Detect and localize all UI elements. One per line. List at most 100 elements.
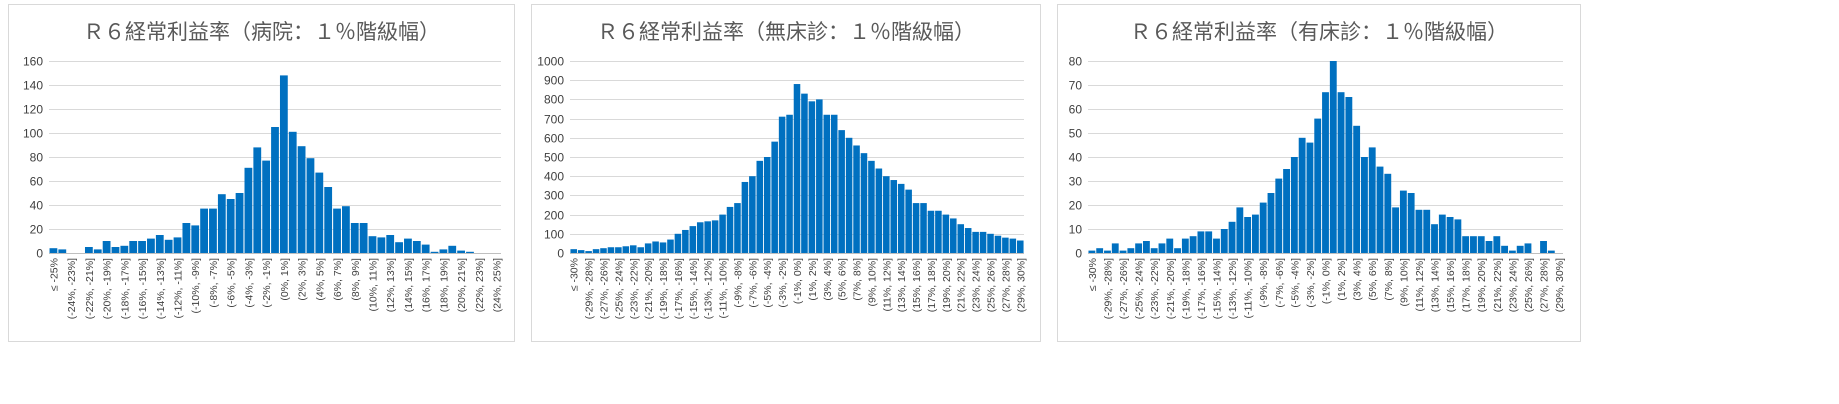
bar bbox=[905, 189, 912, 253]
bar bbox=[1431, 224, 1438, 253]
x-tick-label: (3%, 4%] bbox=[1352, 258, 1364, 301]
bar bbox=[412, 241, 421, 253]
x-tick-label: (-14%, -13%] bbox=[155, 258, 167, 319]
bar bbox=[897, 183, 905, 253]
x-tick-label: (3%, 4%] bbox=[822, 258, 834, 301]
bar bbox=[448, 245, 457, 253]
y-tick-label: 140 bbox=[23, 79, 43, 93]
bar bbox=[778, 116, 786, 254]
x-tick-label: (19%, 20%] bbox=[941, 258, 953, 312]
x-tick-label: (-22%, -21%] bbox=[84, 258, 96, 319]
x-tick-label: (14%, 15%] bbox=[403, 258, 415, 312]
x-tick-label: (-7%, -6%] bbox=[747, 258, 759, 308]
bar bbox=[271, 127, 279, 253]
x-tick-label: (2%, 3%] bbox=[297, 258, 309, 301]
x-tick-label: (10%, 11%] bbox=[367, 258, 379, 312]
x-tick-label: (-21%, -20%] bbox=[643, 258, 655, 319]
bar bbox=[756, 160, 764, 253]
bar bbox=[324, 187, 333, 253]
x-tick-label: (15%, 16%] bbox=[1445, 258, 1457, 312]
bar bbox=[749, 176, 756, 253]
y-tick-label: 50 bbox=[1069, 127, 1083, 141]
y-tick-label: 30 bbox=[1069, 175, 1083, 189]
bar bbox=[395, 242, 403, 253]
bar bbox=[1119, 250, 1127, 253]
bar bbox=[466, 251, 474, 253]
x-tick-label: (7%, 8%] bbox=[852, 258, 864, 301]
bar bbox=[1197, 231, 1205, 253]
bar bbox=[830, 114, 838, 253]
bar bbox=[1251, 214, 1259, 253]
bar bbox=[629, 245, 637, 253]
bar bbox=[262, 160, 271, 253]
bar bbox=[920, 203, 927, 253]
x-tick-label: (-29%, -28%] bbox=[1102, 258, 1114, 319]
y-tick-label: 500 bbox=[544, 151, 564, 165]
x-tick-label: (25%, 26%] bbox=[986, 258, 998, 312]
x-tick-label: (9%, 10%] bbox=[866, 258, 878, 307]
bar bbox=[845, 137, 853, 253]
bar bbox=[1181, 238, 1189, 253]
x-tick-label: (5%, 6%] bbox=[837, 258, 849, 301]
bar bbox=[1283, 169, 1290, 253]
bar bbox=[964, 228, 972, 253]
bar bbox=[386, 235, 395, 253]
bar bbox=[637, 247, 644, 253]
x-tick-label: (-1%, 0%] bbox=[792, 258, 804, 304]
bar bbox=[1236, 207, 1244, 253]
bar bbox=[191, 225, 200, 253]
bar bbox=[786, 114, 793, 253]
bar bbox=[439, 249, 448, 253]
bar bbox=[838, 130, 845, 253]
bar bbox=[1438, 214, 1446, 253]
bar bbox=[120, 245, 129, 253]
x-tick-label: (29%, 30%] bbox=[1554, 258, 1566, 312]
chart-panel-clinic-no-beds: Ｒ６経常利益率（無床診：１％階級幅） 0 100 200 300 400 500 600 700… bbox=[531, 4, 1041, 342]
x-tick-label: (-27%, -26%] bbox=[598, 258, 610, 319]
x-tick-label: (7%, 8%] bbox=[1383, 258, 1395, 301]
bar bbox=[615, 247, 622, 253]
bar bbox=[734, 203, 741, 253]
bar bbox=[667, 239, 674, 253]
bar bbox=[1477, 236, 1485, 253]
bar bbox=[570, 249, 577, 253]
bar bbox=[1322, 92, 1329, 253]
x-tick-label: (-29%, -28%] bbox=[584, 258, 596, 319]
bar bbox=[1290, 157, 1298, 253]
bar bbox=[342, 206, 350, 253]
x-tick-label: (-9%, -8%] bbox=[1258, 258, 1270, 308]
x-tick-label: (25%, 26%] bbox=[1523, 258, 1535, 312]
x-tick-label: (-27%, -26%] bbox=[1118, 258, 1130, 319]
bar bbox=[1306, 142, 1314, 253]
x-tick-label: (6%, 7%] bbox=[332, 258, 344, 301]
bar bbox=[93, 249, 102, 253]
x-tick-label: (-11%, -10%] bbox=[718, 258, 730, 319]
bar bbox=[253, 147, 262, 253]
bar bbox=[1415, 209, 1423, 253]
bar bbox=[1002, 237, 1009, 253]
bar bbox=[102, 241, 111, 253]
y-tick-label: 60 bbox=[1069, 103, 1083, 117]
y-tick-label: 0 bbox=[36, 247, 43, 261]
bar bbox=[58, 249, 67, 253]
x-tick-label: (11%, 12%] bbox=[1414, 258, 1426, 312]
bar bbox=[979, 231, 987, 253]
x-tick-label: (9%, 10%] bbox=[1398, 258, 1410, 307]
bar bbox=[1524, 243, 1532, 253]
bar bbox=[1361, 157, 1368, 253]
bar bbox=[927, 210, 935, 253]
x-tick-label: (-9%, -8%] bbox=[732, 258, 744, 308]
x-tick-label: (-5%, -4%] bbox=[1289, 258, 1301, 308]
bar bbox=[1501, 245, 1509, 253]
bar bbox=[1353, 125, 1361, 253]
x-tick-label: (-19%, -18%] bbox=[658, 258, 670, 319]
y-tick-label: 0 bbox=[1075, 247, 1082, 261]
bar bbox=[741, 181, 749, 253]
y-tick-label: 40 bbox=[30, 199, 44, 213]
bar bbox=[682, 229, 689, 253]
x-tick-label: (-17%, -16%] bbox=[1196, 258, 1208, 319]
bar bbox=[217, 194, 226, 253]
bar bbox=[1244, 217, 1252, 253]
bar bbox=[704, 221, 711, 253]
y-tick-label: 100 bbox=[544, 228, 564, 242]
